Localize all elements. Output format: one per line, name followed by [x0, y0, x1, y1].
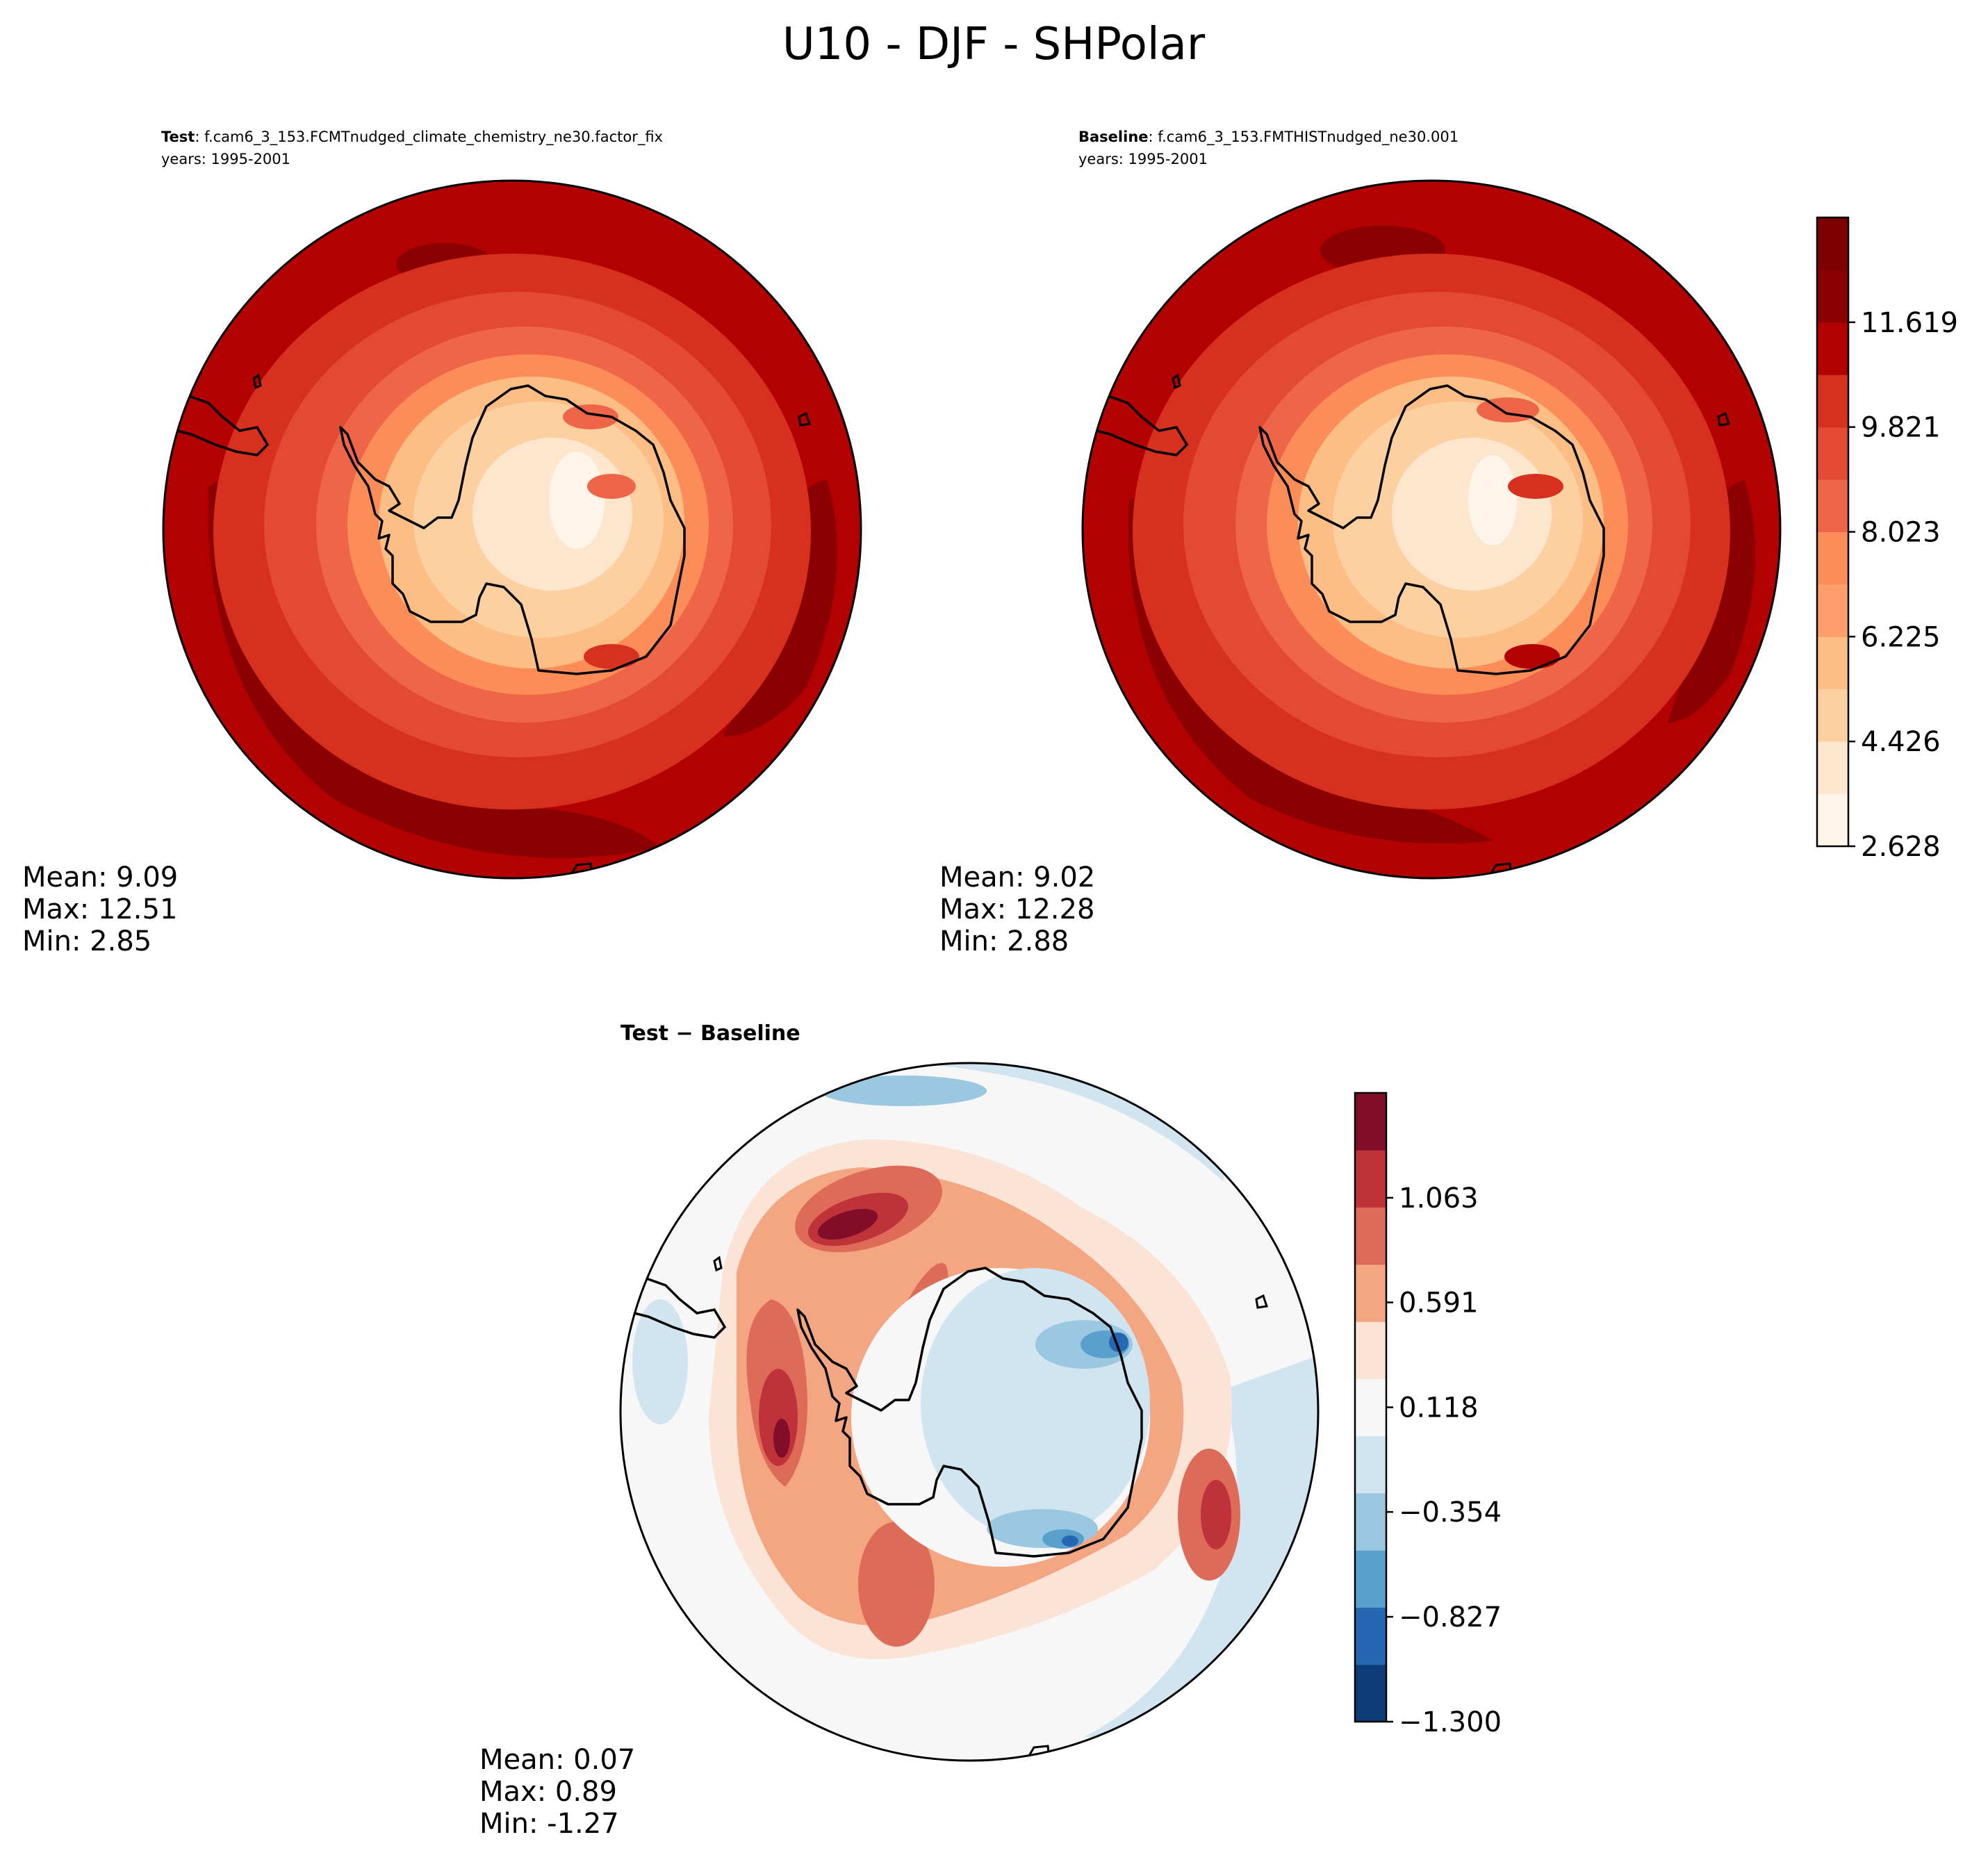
colorbar-diff-segments: [1355, 1093, 1386, 1722]
panel-test-years: years: 1995-2001: [161, 151, 290, 167]
panel-baseline-max: Max: 12.28: [939, 893, 1094, 925]
colorbar-main-segment: [1817, 374, 1848, 428]
diff-cool-1: [921, 1268, 1150, 1539]
baseline-islet-1: [1172, 373, 1181, 390]
panel-test-map: [163, 181, 861, 878]
test-islet-1: [252, 373, 262, 390]
colorbar-diff-segment: [1355, 1321, 1386, 1379]
colorbar-diff-segment: [1355, 1093, 1386, 1151]
panel-baseline-header: Baseline: f.cam6_3_153.FMTHISTnudged_ne3…: [1078, 129, 1459, 146]
colorbar-main-segments: [1817, 217, 1848, 847]
diff-warm-5: [817, 1208, 878, 1240]
baseline-island: [1096, 395, 1189, 456]
colorbar-main-segment: [1817, 532, 1848, 585]
diff-islet-2: [1255, 1294, 1268, 1309]
figure-title: U10 - DJF - SHPolar: [782, 19, 1206, 70]
colorbar-diff-segment: [1355, 1207, 1386, 1265]
colorbar-diff-tick-label: −0.354: [1399, 1497, 1502, 1529]
colorbar-main-segment: [1817, 479, 1848, 532]
colorbar-main-segment: [1817, 427, 1848, 480]
panel-diff: Test − Baseline: [479, 1021, 1320, 1840]
colorbar-diff-segment: [1355, 1264, 1386, 1322]
colorbar-main-segment: [1817, 793, 1848, 847]
test-hotspot-1: [587, 474, 636, 499]
panel-test-min: Min: 2.85: [22, 925, 151, 957]
colorbar-diff-segment: [1355, 1150, 1386, 1208]
diff-islet-1: [713, 1255, 723, 1272]
panel-test: Test: f.cam6_3_153.FCMTnudged_climate_ch…: [22, 129, 862, 957]
panel-baseline-label: Baseline: [1078, 129, 1149, 145]
colorbar-main-segment: [1817, 217, 1848, 270]
panel-test-header: Test: f.cam6_3_153.FCMTnudged_climate_ch…: [161, 129, 663, 146]
colorbar-main-tick-label: 11.619: [1861, 307, 1958, 339]
colorbar-main-tick-label: 8.023: [1861, 516, 1941, 548]
panel-diff-min: Min: -1.27: [479, 1808, 619, 1840]
test-islet-2: [798, 411, 811, 427]
test-hotspot-2: [563, 404, 618, 429]
panel-test-case: : f.cam6_3_153.FCMTnudged_climate_chemis…: [195, 129, 663, 146]
panel-diff-label: Test − Baseline: [621, 1021, 800, 1046]
panel-baseline-map: [1083, 181, 1780, 878]
colorbar-main-tick-label: 4.426: [1861, 726, 1941, 758]
diff-warm-3d: [858, 1522, 935, 1647]
colorbar-main-tick-label: 6.225: [1861, 621, 1941, 653]
colorbar-diff-segment: [1355, 1550, 1386, 1608]
colorbar-diff-tick-label: −0.827: [1399, 1601, 1502, 1633]
colorbar-diff-tick-label: 0.591: [1399, 1287, 1479, 1319]
diff-cool-7: [1062, 1535, 1078, 1547]
colorbar-main-segment: [1817, 270, 1848, 323]
panel-baseline-case: : f.cam6_3_153.FMTHISTnudged_ne30.001: [1149, 129, 1459, 146]
diff-blue-left: [632, 1299, 688, 1424]
colorbar-main-ticks: 2.628 4.426 6.225 8.023 9.821 11.619: [1848, 307, 1958, 863]
baseline-level-0: [1128, 486, 1494, 843]
panel-diff-frame: [619, 1062, 1320, 1762]
panel-baseline-years: years: 1995-2001: [1078, 151, 1208, 167]
panel-test-label: Test: [161, 129, 195, 145]
diff-blue-top-deep: [820, 1076, 987, 1106]
panel-test-max: Max: 12.51: [22, 893, 177, 925]
panel-diff-max: Max: 0.89: [479, 1776, 617, 1808]
colorbar-diff-segment: [1355, 1492, 1386, 1551]
baseline-continent: [1258, 384, 1605, 675]
colorbar-main-tick-label: 2.628: [1861, 831, 1941, 863]
baseline-level-9: [1468, 455, 1517, 545]
baseline-islet-2: [1717, 411, 1730, 427]
test-island: [176, 395, 270, 456]
diff-continent: [796, 1267, 1143, 1558]
panel-test-mean: Mean: 9.09: [22, 862, 178, 893]
diff-island: [634, 1277, 727, 1339]
panel-diff-mean: Mean: 0.07: [479, 1744, 635, 1776]
panel-diff-map: [621, 1063, 1318, 1761]
colorbar-diff-segment: [1355, 1435, 1386, 1494]
colorbar-diff-tick-label: −1.300: [1399, 1706, 1502, 1738]
colorbar-diff-ticks: −1.300 −0.827 −0.354 0.118 0.591 1.063: [1386, 1183, 1502, 1738]
test-level-9: [549, 452, 605, 549]
panel-baseline-min: Min: 2.88: [939, 925, 1069, 957]
panel-baseline-mean: Mean: 9.02: [939, 862, 1095, 893]
colorbar-main-tick-label: 9.821: [1861, 412, 1941, 444]
colorbar-diff: −1.300 −0.827 −0.354 0.118 0.591 1.063: [1354, 1092, 1502, 1738]
colorbar-diff-segment: [1355, 1378, 1386, 1437]
colorbar-main-segment: [1817, 689, 1848, 742]
colorbar-diff-segment: [1355, 1607, 1386, 1665]
diff-warm-5b: [773, 1419, 790, 1458]
colorbar-main-segment: [1817, 584, 1848, 637]
colorbar-main-segment: [1817, 741, 1848, 795]
diff-warm-4c: [1201, 1480, 1231, 1549]
colorbar-diff-tick-label: 0.118: [1399, 1392, 1479, 1424]
panel-baseline-frame: [1081, 179, 1782, 880]
baseline-hotspot-1: [1508, 474, 1563, 499]
colorbar-diff-tick-label: 1.063: [1399, 1183, 1479, 1214]
panel-baseline: Baseline: f.cam6_3_153.FMTHISTnudged_ne3…: [939, 129, 1782, 957]
colorbar-main-segment: [1817, 636, 1848, 690]
colorbar-main: 2.628 4.426 6.225 8.023 9.821 11.619: [1816, 216, 1958, 863]
panel-test-frame: [162, 179, 862, 880]
baseline-hotspot-3: [1504, 644, 1560, 669]
colorbar-diff-segment: [1355, 1664, 1386, 1722]
test-hotspot-3: [584, 644, 639, 669]
colorbar-main-segment: [1817, 322, 1848, 375]
test-continent: [339, 384, 686, 675]
test-level-0: [208, 472, 660, 858]
